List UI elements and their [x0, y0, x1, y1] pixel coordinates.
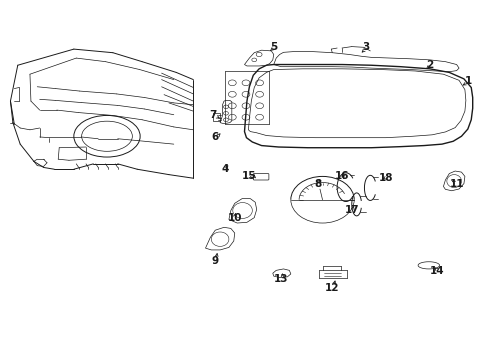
- Text: 4: 4: [221, 164, 228, 174]
- Text: 16: 16: [334, 171, 348, 181]
- Text: 12: 12: [325, 283, 339, 293]
- Text: 18: 18: [378, 173, 392, 183]
- Text: 8: 8: [313, 179, 321, 189]
- Text: 1: 1: [464, 76, 471, 86]
- Text: 7: 7: [209, 111, 216, 121]
- Text: 5: 5: [269, 42, 277, 52]
- Text: 11: 11: [448, 179, 463, 189]
- Text: 15: 15: [242, 171, 256, 181]
- Text: 13: 13: [273, 274, 288, 284]
- Text: 14: 14: [429, 266, 444, 276]
- Text: 9: 9: [211, 256, 218, 266]
- Text: 10: 10: [227, 213, 242, 222]
- Text: 17: 17: [344, 206, 358, 216]
- Text: 6: 6: [211, 132, 219, 142]
- Text: 3: 3: [362, 42, 369, 52]
- Text: 2: 2: [426, 60, 432, 70]
